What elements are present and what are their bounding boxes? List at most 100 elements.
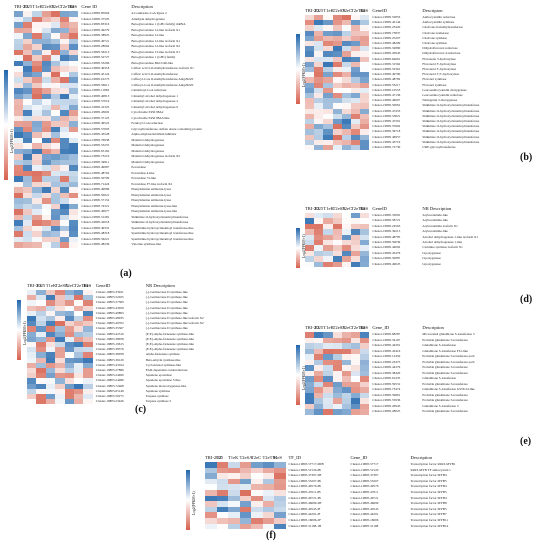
row-gene-id: Cluster-19805.41325 <box>81 104 110 109</box>
heatmap-cell <box>332 51 342 57</box>
heatmap-cell <box>23 242 33 248</box>
row-gene-id: Cluster-19805.43716 <box>372 139 401 144</box>
row-gene-id: Cluster-19805.44291 <box>350 512 379 517</box>
heatmap-cell <box>323 240 333 246</box>
row-description: Shikimate O-hydroxycinnamoyltransferase <box>422 113 480 118</box>
heatmap-cell <box>314 256 324 262</box>
heatmap-cell <box>351 129 361 135</box>
row-description: Mannitol dehydrogenase <box>131 148 165 153</box>
heatmap-cell <box>332 20 342 26</box>
heatmap-cell <box>239 512 251 518</box>
row-description: Vinorine synthase-like <box>131 242 162 246</box>
row-gene-id: Cluster-19805.55902 <box>372 124 401 129</box>
heatmap-cell <box>341 223 351 230</box>
heatmap-cell <box>323 93 333 99</box>
heatmap-cell <box>341 61 351 67</box>
heatmap-cell <box>69 44 79 50</box>
row-gene-id: Cluster-19805.37505 <box>81 16 110 21</box>
row-description: Shikimate O-hydroxycinnamoyltransferase <box>422 103 480 108</box>
heatmap-cell <box>36 362 46 368</box>
row-description: Caffeic acid 3-O-methyltransferase <box>131 71 178 76</box>
heatmap-cell <box>55 378 65 384</box>
heatmap-cell <box>314 93 324 99</box>
heatmap-cell <box>69 242 79 248</box>
heatmap-cell <box>41 225 51 231</box>
heatmap-cell <box>351 113 361 119</box>
heatmap-cell <box>332 354 342 360</box>
heatmap-cell <box>60 66 70 72</box>
row-gene-id: Cluster-19805.36129 <box>95 357 124 362</box>
heatmap-cell <box>32 154 42 160</box>
column-header: T2eTRI <box>262 455 278 460</box>
heatmap-cell <box>41 38 51 44</box>
heatmap-cell <box>314 213 324 219</box>
text-column-header: Gene ID <box>81 4 98 9</box>
heatmap-cell <box>323 67 333 73</box>
heatmap-cell <box>50 49 60 55</box>
color-scale-label: Log2(FPKM+1) <box>192 491 196 515</box>
heatmap-cell <box>14 55 24 61</box>
column-header: T2eTRI <box>351 325 366 330</box>
heatmap-cell <box>262 506 274 513</box>
row-description: Peroxidase 4-like <box>131 170 155 175</box>
heatmap-cell <box>305 223 315 230</box>
heatmap-cell <box>45 305 56 311</box>
row-description: Transcription factor MYB4 <box>410 484 447 489</box>
row-description: (E,E)-Alpha-farnesene synthase-like <box>145 342 194 346</box>
text-column-header: Description <box>410 455 432 460</box>
heatmap-cell <box>74 336 84 342</box>
heatmap-cell <box>216 462 228 468</box>
heatmap-cell <box>341 25 351 31</box>
heatmap-cell <box>305 51 315 57</box>
heatmap-cell <box>50 148 60 154</box>
heatmap-cell <box>341 46 351 52</box>
heatmap-cell <box>360 261 370 267</box>
heatmap-cell <box>323 129 333 135</box>
heatmap-cell <box>74 300 84 306</box>
row-gene-id: Cluster-19805.56611 <box>81 82 110 87</box>
heatmap-cell <box>274 523 286 530</box>
heatmap-cell <box>305 30 315 36</box>
heatmap-cell <box>55 321 65 327</box>
row-description: Probable glutathione S-transferase parC <box>422 354 476 358</box>
heatmap-cell <box>360 46 370 52</box>
heatmap-cell <box>32 137 42 143</box>
heatmap-cell <box>23 49 33 55</box>
row-gene-id: Cluster-19805.38058 <box>95 352 124 357</box>
heatmap-cell <box>27 305 37 311</box>
heatmap-cell <box>228 484 240 490</box>
row-gene-id: Cluster-19805.11863 <box>81 88 110 92</box>
heatmap-cell <box>14 154 24 160</box>
heatmap-cell <box>314 337 324 343</box>
row-gene-id: Cluster-19805.65162 <box>81 148 110 153</box>
heatmap-cell <box>83 305 93 311</box>
heatmap-cell <box>50 71 60 77</box>
row-gene-id: Cluster-19805.46957 <box>372 134 401 139</box>
row-gene-id: Cluster-19805.49721-IB <box>288 495 321 500</box>
text-column-header: GeneID <box>372 8 387 13</box>
heatmap-cell <box>14 159 24 165</box>
heatmap-cell <box>23 143 33 149</box>
heatmap-cell <box>74 399 84 405</box>
heatmap-cell <box>32 27 42 33</box>
heatmap-cell <box>305 381 315 387</box>
row-description: Leucoanthocyanidin dioxygenase <box>422 87 467 92</box>
heatmap-cell <box>74 305 84 311</box>
heatmap-cell <box>341 145 351 151</box>
heatmap-cell <box>251 501 263 507</box>
heatmap-cell <box>41 121 51 127</box>
text-column-header: TF_ID <box>288 455 302 460</box>
heatmap-cell <box>55 290 65 296</box>
heatmap-cell <box>50 110 60 116</box>
row-description: Glutathione S-transferase GSTU24-like <box>422 387 475 391</box>
heatmap-cell <box>23 27 33 33</box>
heatmap-cell <box>323 72 333 78</box>
heatmap-cell <box>274 495 286 502</box>
row-description: Probable glutathione S-transferase <box>422 392 468 397</box>
heatmap-cell <box>64 316 74 322</box>
heatmap-cell <box>45 368 56 374</box>
heatmap-cell <box>323 398 333 404</box>
heatmap-cell <box>305 113 315 119</box>
heatmap-cell <box>332 113 342 119</box>
heatmap-cell <box>341 124 351 130</box>
